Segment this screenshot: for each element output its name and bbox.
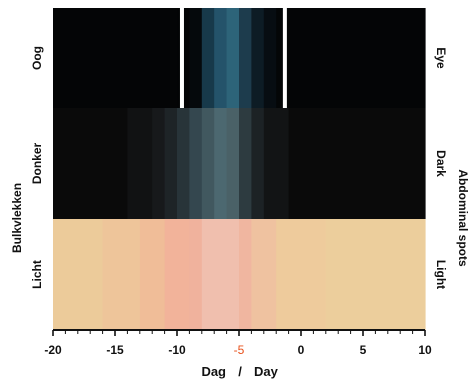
row-label-licht: Licht bbox=[30, 260, 44, 289]
group-label-abdominal-spots: Abdominal spots bbox=[456, 169, 470, 267]
band-eye-6 bbox=[239, 8, 252, 108]
band-eye-3 bbox=[201, 8, 215, 108]
x-tick-label-0: 0 bbox=[298, 343, 305, 357]
band-dark-2 bbox=[152, 108, 166, 219]
row-label-donker: Donker bbox=[30, 142, 44, 184]
band-eye-2 bbox=[189, 8, 203, 108]
band-light-6 bbox=[239, 219, 252, 330]
band-dark-4 bbox=[177, 108, 190, 219]
band-dark-9 bbox=[239, 108, 252, 219]
row-labels: Oog Eye Donker Dark Licht Light bbox=[30, 46, 448, 289]
band-dark-0 bbox=[53, 108, 128, 219]
band-eye-10 bbox=[288, 8, 426, 108]
band-dark-8 bbox=[226, 108, 240, 219]
x-axis-label-dag: Dag bbox=[201, 364, 226, 379]
band-dark-11 bbox=[263, 108, 290, 219]
band-eye-5 bbox=[226, 8, 240, 108]
x-tick-label--20: -20 bbox=[44, 343, 62, 357]
band-eye-4 bbox=[214, 8, 228, 108]
band-dark-5 bbox=[189, 108, 203, 219]
band-dark-7 bbox=[214, 108, 228, 219]
row-label-light: Light bbox=[434, 260, 448, 289]
eye-markers bbox=[179, 8, 287, 108]
row-label-eye: Eye bbox=[434, 47, 448, 69]
x-tick-label--5: -5 bbox=[234, 343, 245, 357]
band-light-8 bbox=[276, 219, 327, 330]
row-label-oog: Oog bbox=[30, 46, 44, 70]
x-tick-label-5: 5 bbox=[360, 343, 367, 357]
marker-eye-0 bbox=[179, 8, 184, 108]
marker-eye-1 bbox=[282, 8, 287, 108]
x-tick-label-10: 10 bbox=[418, 343, 432, 357]
x-tick-label--15: -15 bbox=[106, 343, 124, 357]
band-dark-12 bbox=[288, 108, 426, 219]
band-light-4 bbox=[189, 219, 203, 330]
band-light-2 bbox=[139, 219, 166, 330]
x-axis: -20 -15 -10 -5 0 5 10 bbox=[44, 329, 432, 357]
x-axis-label-separator: / bbox=[238, 364, 242, 379]
band-light-9 bbox=[325, 219, 426, 330]
band-light-7 bbox=[251, 219, 277, 330]
x-tick-label--10: -10 bbox=[168, 343, 186, 357]
band-light-0 bbox=[53, 219, 104, 330]
band-light-5 bbox=[201, 219, 240, 330]
band-eye-8 bbox=[263, 8, 277, 108]
band-eye-9 bbox=[276, 8, 290, 108]
band-dark-1 bbox=[127, 108, 153, 219]
band-eye-7 bbox=[251, 8, 265, 108]
row-label-dark: Dark bbox=[434, 150, 448, 177]
band-light-3 bbox=[164, 219, 190, 330]
band-dark-6 bbox=[201, 108, 215, 219]
band-dark-3 bbox=[164, 108, 178, 219]
x-axis-label-day: Day bbox=[254, 364, 279, 379]
band-eye-0 bbox=[53, 8, 178, 108]
band-dark-10 bbox=[251, 108, 265, 219]
heatmap-bands bbox=[53, 8, 426, 330]
group-label-bulkvlekken: Bulkvlekken bbox=[10, 183, 24, 253]
band-light-1 bbox=[102, 219, 141, 330]
